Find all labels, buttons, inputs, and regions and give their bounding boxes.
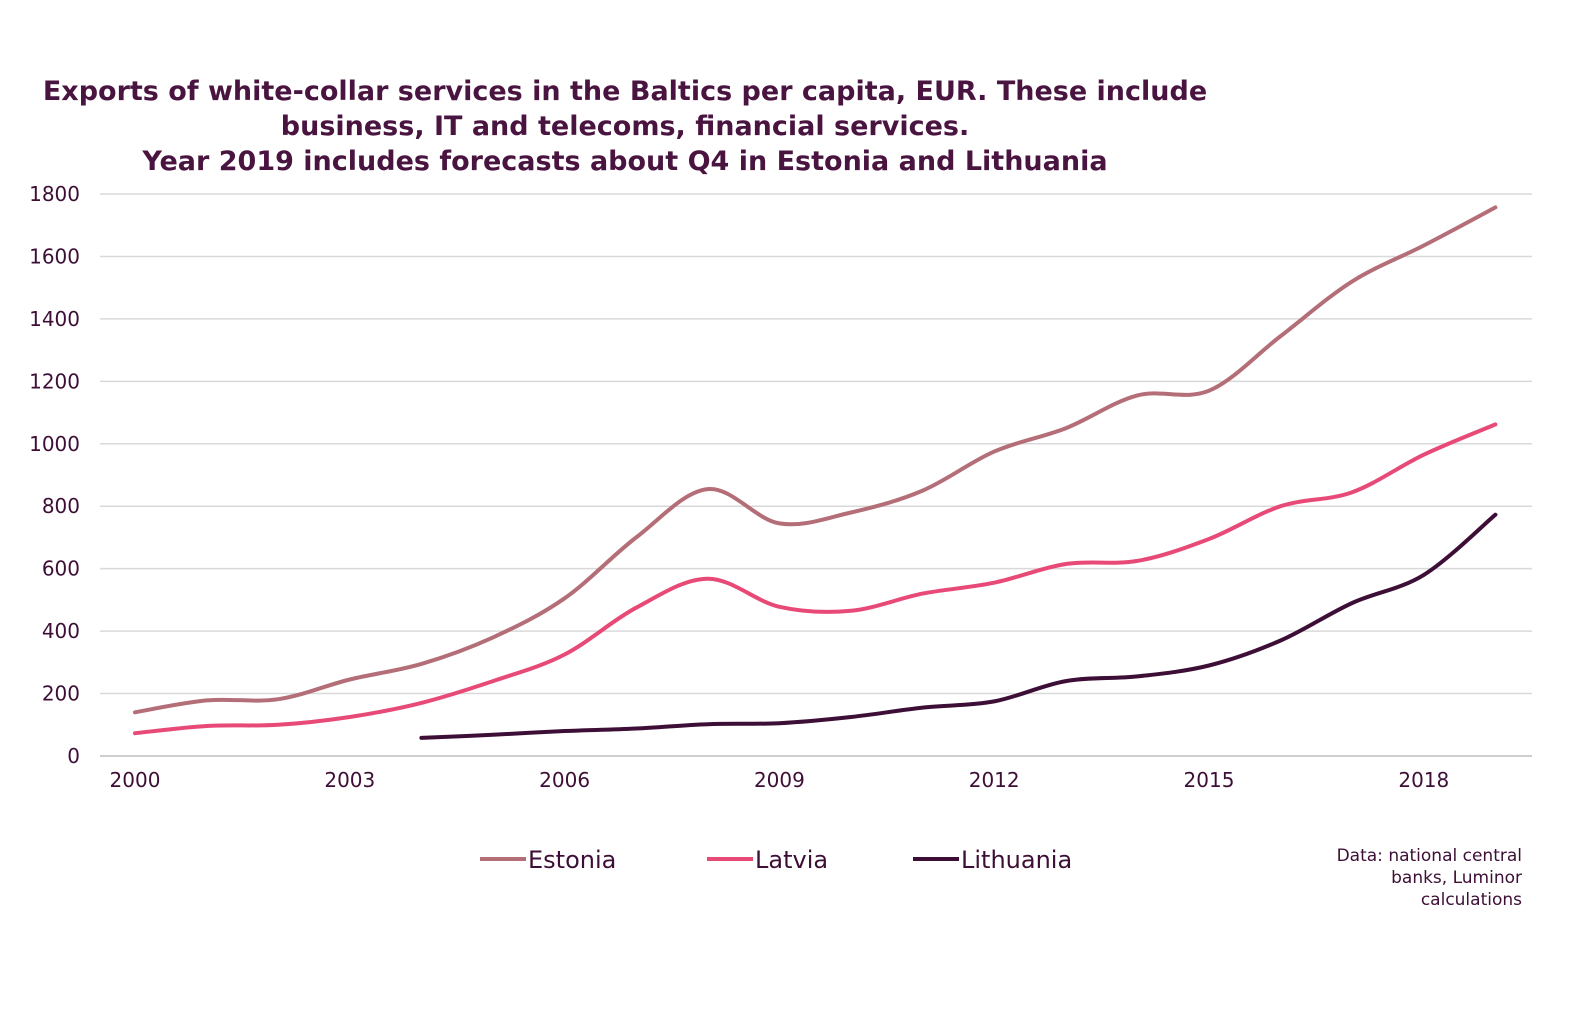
source-note: Data: national central banks, Luminor ca… — [1337, 845, 1522, 911]
x-tick-label: 2009 — [754, 768, 805, 792]
legend-label-lithuania: Lithuania — [961, 846, 1072, 874]
chart-title-line-2: business, IT and telecoms, financial ser… — [280, 111, 970, 142]
y-tick-label: 0 — [67, 744, 80, 768]
x-tick-label: 2012 — [969, 768, 1020, 792]
y-tick-label: 1400 — [29, 307, 80, 331]
x-tick-label: 2003 — [324, 768, 375, 792]
y-tick-label: 200 — [42, 682, 80, 706]
y-axis-ticks: 0 200 400 600 800 1000 1200 1400 1600 1800 — [29, 182, 80, 768]
series-lines — [133, 205, 1498, 740]
chart-title-line-1: Exports of white-collar services in the … — [42, 76, 1208, 107]
y-tick-label: 1000 — [29, 432, 80, 456]
x-tick-label: 2015 — [1184, 768, 1235, 792]
y-tick-label: 1200 — [29, 369, 80, 393]
x-tick-label: 2006 — [539, 768, 590, 792]
x-axis-ticks: 2000 2003 2006 2009 2012 2015 2018 — [110, 768, 1450, 792]
x-tick-label: 2018 — [1398, 768, 1449, 792]
y-tick-label: 1800 — [29, 182, 80, 206]
y-tick-label: 400 — [42, 619, 80, 643]
y-tick-label: 600 — [42, 557, 80, 581]
source-note-line-3: calculations — [1420, 890, 1522, 910]
series-line-lithuania — [419, 512, 1498, 740]
source-note-line-1: Data: national central — [1336, 846, 1522, 866]
series-line-latvia — [133, 422, 1498, 736]
legend-label-latvia: Latvia — [755, 846, 828, 874]
y-tick-label: 1600 — [29, 244, 80, 268]
legend-label-estonia: Estonia — [528, 846, 616, 874]
x-tick-label: 2000 — [110, 768, 161, 792]
gridlines — [100, 193, 1532, 695]
y-tick-label: 800 — [42, 494, 80, 518]
series-line-estonia — [133, 205, 1498, 715]
source-note-line-2: banks, Luminor — [1391, 868, 1522, 888]
chart-title-line-3: Year 2019 includes forecasts about Q4 in… — [142, 146, 1108, 177]
legend: Estonia Latvia Lithuania — [480, 846, 1072, 874]
chart-title: Exports of white-collar services in the … — [0, 74, 1250, 179]
